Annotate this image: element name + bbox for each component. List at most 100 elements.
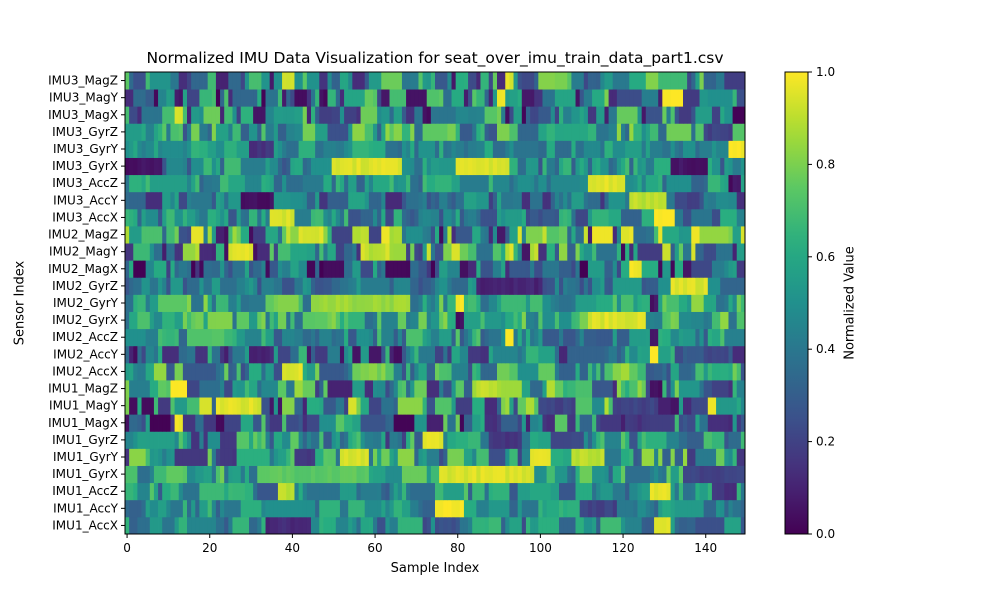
heatmap-cell bbox=[377, 499, 382, 518]
heatmap-cell bbox=[687, 431, 692, 449]
heatmap-cell bbox=[732, 157, 738, 176]
heatmap-cell bbox=[153, 208, 159, 227]
heatmap-cell bbox=[302, 380, 308, 398]
heatmap-cell bbox=[687, 243, 692, 261]
heatmap-cell bbox=[373, 482, 378, 501]
heatmap-cell bbox=[538, 123, 543, 141]
heatmap-cell bbox=[414, 516, 419, 535]
heatmap-cell bbox=[534, 328, 539, 347]
heatmap-cell bbox=[385, 328, 390, 347]
heatmap-cell bbox=[249, 89, 254, 107]
heatmap-cell bbox=[187, 72, 192, 90]
heatmap-cell bbox=[257, 448, 262, 466]
heatmap-cell bbox=[195, 482, 200, 501]
heatmap-cell bbox=[265, 499, 271, 518]
heatmap-cell bbox=[583, 380, 589, 398]
heatmap-cell bbox=[563, 140, 568, 158]
heatmap-cell bbox=[265, 106, 271, 124]
heatmap-cell bbox=[191, 277, 196, 295]
heatmap-cell bbox=[530, 465, 535, 484]
heatmap-cell bbox=[476, 362, 481, 381]
heatmap-cell bbox=[166, 328, 171, 347]
heatmap-cell bbox=[505, 465, 510, 484]
heatmap-cell bbox=[224, 414, 229, 432]
heatmap-cell bbox=[277, 516, 283, 535]
heatmap-cell bbox=[257, 140, 262, 158]
heatmap-cell bbox=[678, 277, 684, 295]
heatmap-cell bbox=[732, 380, 738, 398]
heatmap-cell bbox=[459, 174, 465, 193]
heatmap-cell bbox=[604, 191, 609, 210]
heatmap-cell bbox=[600, 89, 605, 107]
heatmap-cell bbox=[567, 174, 572, 193]
heatmap-cell bbox=[257, 311, 262, 330]
heatmap-cell bbox=[331, 328, 337, 347]
heatmap-cell bbox=[728, 277, 733, 295]
heatmap-cell bbox=[435, 311, 440, 330]
heatmap-cell bbox=[703, 157, 709, 176]
heatmap-cell bbox=[286, 123, 291, 141]
heatmap-cell bbox=[625, 123, 630, 141]
heatmap-cell bbox=[612, 208, 618, 227]
heatmap-cell bbox=[294, 157, 299, 176]
heatmap-cell bbox=[662, 89, 667, 107]
heatmap-cell bbox=[716, 226, 721, 244]
heatmap-cell bbox=[728, 465, 733, 484]
heatmap-cell bbox=[149, 482, 155, 501]
heatmap-cell bbox=[315, 208, 320, 227]
heatmap-cell bbox=[484, 243, 490, 261]
heatmap-cell bbox=[364, 448, 370, 466]
heatmap-cell bbox=[273, 482, 279, 501]
heatmap-cell bbox=[587, 431, 593, 449]
heatmap-cell bbox=[670, 431, 676, 449]
heatmap-cell bbox=[687, 482, 692, 501]
heatmap-cell bbox=[211, 277, 217, 295]
heatmap-cell bbox=[563, 72, 568, 90]
heatmap-cell bbox=[344, 328, 349, 347]
heatmap-cell bbox=[505, 397, 510, 415]
heatmap-cell bbox=[348, 345, 353, 364]
heatmap-cell bbox=[695, 277, 700, 295]
heatmap-cell bbox=[311, 448, 316, 466]
heatmap-cell bbox=[546, 345, 552, 364]
heatmap-cell bbox=[215, 174, 221, 193]
heatmap-cell bbox=[364, 106, 370, 124]
heatmap-cell bbox=[592, 448, 597, 466]
heatmap-cell bbox=[678, 465, 684, 484]
heatmap-cell bbox=[480, 328, 485, 347]
heatmap-cell bbox=[703, 414, 709, 432]
heatmap-cell bbox=[439, 260, 444, 278]
heatmap-cell bbox=[716, 277, 721, 295]
heatmap-cell bbox=[178, 106, 184, 124]
heatmap-cell bbox=[517, 157, 523, 176]
heatmap-cell bbox=[716, 380, 721, 398]
heatmap-cell bbox=[513, 226, 519, 244]
heatmap-cell bbox=[649, 448, 655, 466]
heatmap-cell bbox=[133, 140, 138, 158]
heatmap-cell bbox=[587, 260, 593, 278]
heatmap-cell bbox=[244, 277, 250, 295]
heatmap-cell bbox=[348, 431, 353, 449]
heatmap-cell bbox=[430, 311, 436, 330]
heatmap-cell bbox=[373, 499, 378, 518]
heatmap-cell bbox=[211, 328, 217, 347]
heatmap-cell bbox=[476, 431, 481, 449]
heatmap-cell bbox=[579, 328, 585, 347]
heatmap-cell bbox=[674, 106, 680, 124]
heatmap-cell bbox=[393, 89, 399, 107]
heatmap-cell bbox=[674, 157, 680, 176]
heatmap-cell bbox=[187, 174, 192, 193]
heatmap-cell bbox=[203, 397, 209, 415]
heatmap-cell bbox=[641, 311, 647, 330]
heatmap-cell bbox=[435, 482, 440, 501]
heatmap-cell bbox=[439, 277, 444, 295]
heatmap-cell bbox=[422, 208, 428, 227]
heatmap-cell bbox=[323, 345, 328, 364]
heatmap-cell bbox=[149, 157, 155, 176]
heatmap-cell bbox=[381, 465, 386, 484]
heatmap-cell bbox=[649, 397, 655, 415]
heatmap-cell bbox=[468, 277, 473, 295]
heatmap-cell bbox=[166, 140, 171, 158]
heatmap-cell bbox=[674, 277, 680, 295]
heatmap-cell bbox=[480, 157, 485, 176]
